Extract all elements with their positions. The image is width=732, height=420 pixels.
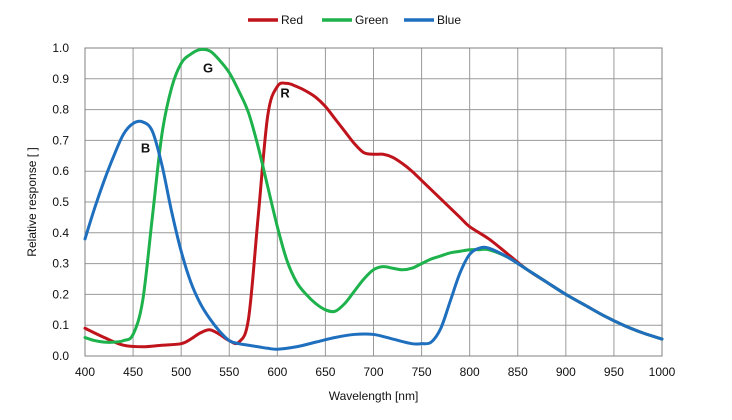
x-tick-label: 800 [460, 365, 480, 379]
x-tick-label: 850 [508, 365, 528, 379]
curve-label-g: G [203, 61, 213, 76]
y-tick-label: 0.3 [52, 257, 69, 271]
grid [84, 47, 663, 357]
legend-label-blue: Blue [437, 13, 461, 27]
x-tick-label: 1000 [649, 365, 676, 379]
x-tick-label: 750 [412, 365, 432, 379]
curve-annotations: R G B [141, 61, 290, 156]
y-tick-label: 0.9 [52, 72, 69, 86]
x-tick-label: 600 [267, 365, 287, 379]
y-tick-label: 0.2 [52, 287, 69, 301]
y-axis-title: Relative response [ ] [25, 147, 39, 256]
y-tick-label: 0.1 [52, 318, 69, 332]
x-tick-label: 700 [363, 365, 383, 379]
y-tick-label: 0.4 [52, 226, 69, 240]
x-tick-label: 950 [604, 365, 624, 379]
x-tick-labels: 400 450 500 550 600 650 700 750 800 850 900 950 1000 [75, 365, 676, 379]
x-tick-label: 900 [556, 365, 576, 379]
curve-label-b: B [141, 141, 150, 156]
x-tick-label: 550 [219, 365, 239, 379]
y-tick-label: 0.5 [52, 195, 69, 209]
y-tick-label: 0.6 [52, 164, 69, 178]
legend-label-red: Red [281, 13, 303, 27]
legend: Red Green Blue [248, 13, 461, 27]
y-tick-label: 0.7 [52, 133, 69, 147]
x-axis-title: Wavelength [nm] [329, 389, 419, 403]
x-tick-label: 450 [123, 365, 143, 379]
x-tick-label: 400 [75, 365, 95, 379]
y-tick-label: 1.0 [52, 41, 69, 55]
x-tick-label: 500 [171, 365, 191, 379]
curve-label-r: R [280, 85, 290, 100]
y-tick-label: 0.0 [52, 349, 69, 363]
series-lines [83, 47, 664, 351]
series-line-blue [83, 119, 664, 351]
y-tick-labels: 0.0 0.1 0.2 0.3 0.4 0.5 0.6 0.7 0.8 0.9 1.0 [52, 41, 69, 363]
x-tick-label: 650 [315, 365, 335, 379]
plot-border [84, 47, 663, 357]
y-tick-label: 0.8 [52, 103, 69, 117]
legend-label-green: Green [355, 13, 388, 27]
